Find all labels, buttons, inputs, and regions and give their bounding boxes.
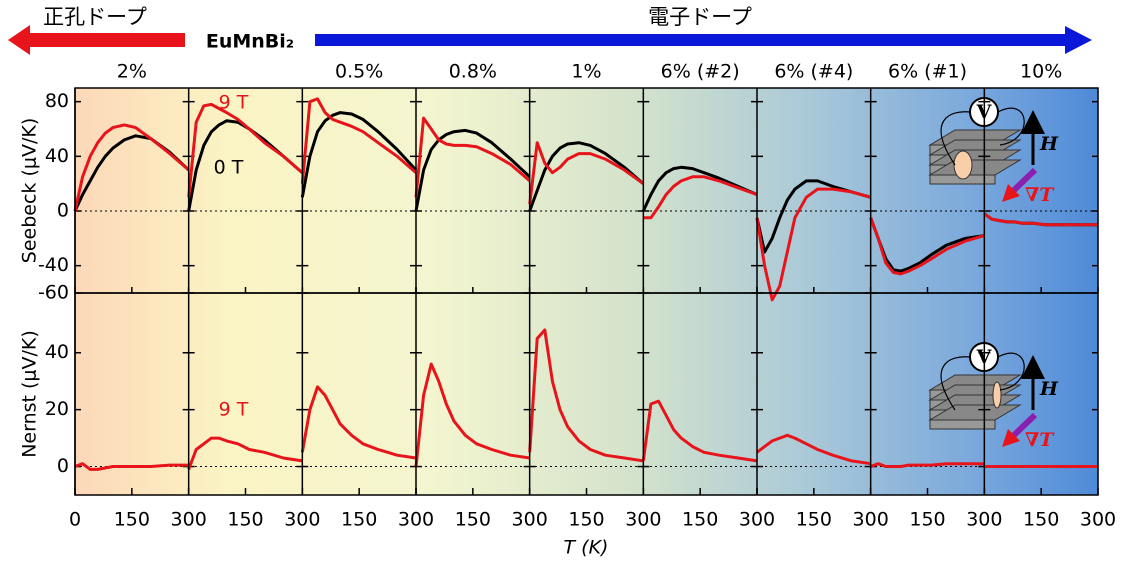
chart: 正孔ドープ 電子ドープ EuMnBi₂ T (K) VH∇TVH∇T -60-4… — [0, 0, 1125, 564]
hole-label: 正孔ドープ — [43, 5, 147, 29]
panel-label: 0.8% — [449, 61, 497, 83]
panel-label: 1% — [571, 61, 601, 83]
panel-label: 6% (#1) — [888, 61, 967, 83]
field-label: H — [1039, 133, 1059, 155]
electron-label: 電子ドープ — [648, 5, 752, 29]
hole-arrow — [8, 25, 185, 55]
x-tick-label: 300 — [284, 509, 320, 531]
y-tick-label: 40 — [45, 341, 69, 363]
x-axis-title: T (K) — [564, 537, 609, 559]
panel-label: 10% — [1020, 61, 1062, 83]
x-tick-label: 150 — [455, 509, 491, 531]
field-label: H — [1039, 378, 1059, 400]
y-tick-label: 40 — [45, 145, 69, 167]
y-tick-label: -40 — [38, 254, 69, 276]
sample-slab-side — [930, 420, 995, 429]
x-tick-label: 150 — [1023, 509, 1059, 531]
x-tick-label: 0 — [69, 509, 81, 531]
x-tick-label: 300 — [1080, 509, 1116, 531]
x-tick-label: 300 — [966, 509, 1002, 531]
y-tick-label: 80 — [45, 90, 69, 112]
panel-label: 0.5% — [335, 61, 383, 83]
series-annotation: 9 T — [219, 399, 249, 421]
y-axis-title: Nernst (μV/K) — [19, 330, 41, 458]
electron-arrow — [315, 26, 1092, 54]
x-tick-label: 150 — [227, 509, 263, 531]
compound: EuMnBi₂ — [206, 31, 294, 53]
panel-label: 2% — [117, 61, 147, 83]
x-tick-label: 150 — [796, 509, 832, 531]
x-tick-label: 300 — [171, 509, 207, 531]
x-tick-label: 300 — [739, 509, 775, 531]
x-tick-label: 300 — [853, 509, 889, 531]
x-tick-label: 300 — [398, 509, 434, 531]
y-tick-label: -60 — [38, 282, 69, 304]
x-tick-label: 150 — [114, 509, 150, 531]
panel-label: 6% (#2) — [661, 61, 740, 83]
contact — [993, 382, 1001, 408]
x-tick-label: 150 — [568, 509, 604, 531]
gradient-label: ∇T — [1025, 184, 1055, 206]
x-tick-label: 300 — [512, 509, 548, 531]
series-annotation: 0 T — [214, 157, 244, 179]
series-annotation: 9 T — [219, 92, 249, 114]
y-tick-label: 0 — [57, 455, 69, 477]
x-tick-label: 150 — [909, 509, 945, 531]
contact — [954, 151, 972, 179]
gradient-label: ∇T — [1025, 429, 1055, 451]
x-tick-label: 150 — [341, 509, 377, 531]
y-tick-label: 20 — [45, 398, 69, 420]
y-tick-label: 0 — [57, 200, 69, 222]
x-tick-label: 300 — [625, 509, 661, 531]
x-tick-label: 150 — [682, 509, 718, 531]
y-axis-title: Seebeck (μV/K) — [19, 118, 41, 263]
panel-label: 6% (#4) — [774, 61, 853, 83]
page: 正孔ドープ 電子ドープ EuMnBi₂ T (K) VH∇TVH∇T -60-4… — [0, 0, 1125, 564]
